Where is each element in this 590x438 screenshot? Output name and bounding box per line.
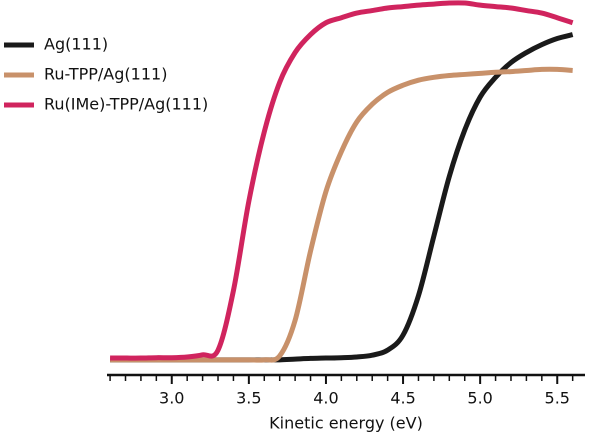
line (110, 66, 573, 363)
legend-label: Ru(IMe)-TPP/Ag(111) (44, 95, 208, 114)
legend-label: Ag(111) (44, 35, 108, 54)
legend-label: Ru-TPP/Ag(111) (44, 65, 167, 84)
x-tick-label: 3.5 (236, 389, 261, 408)
x-tick-label: 4.0 (313, 389, 338, 408)
x-tick-label: 4.5 (390, 389, 415, 408)
x-tick-label: 3.0 (159, 389, 184, 408)
line (110, 0, 574, 361)
x-axis-label: Kinetic energy (eV) (269, 414, 423, 433)
x-tick-label: 5.5 (545, 389, 570, 408)
line (110, 32, 574, 363)
x-tick-label: 5.0 (467, 389, 492, 408)
